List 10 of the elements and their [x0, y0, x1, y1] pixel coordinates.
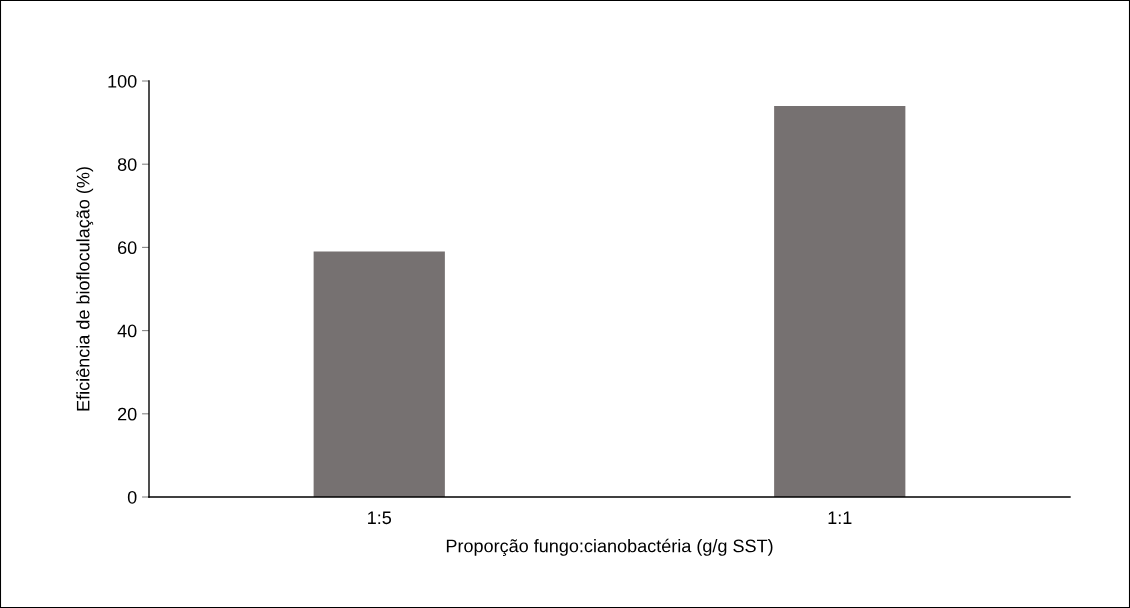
y-tick-label: 20: [118, 407, 137, 421]
x-tick-label: 1:5: [368, 511, 392, 525]
y-axis-title: Eficiência de biofloculação (%): [76, 167, 94, 411]
y-tick-label: 0: [127, 490, 137, 504]
y-tick-label: 100: [108, 74, 137, 88]
x-axis-title: Proporção fungo:cianobactéria (g/g SST): [446, 538, 773, 556]
x-tick-label: 1:1: [828, 511, 852, 524]
y-tick-label: 80: [117, 158, 137, 171]
y-tick-label: 40: [117, 324, 137, 338]
y-tick-label: 60: [118, 241, 137, 255]
